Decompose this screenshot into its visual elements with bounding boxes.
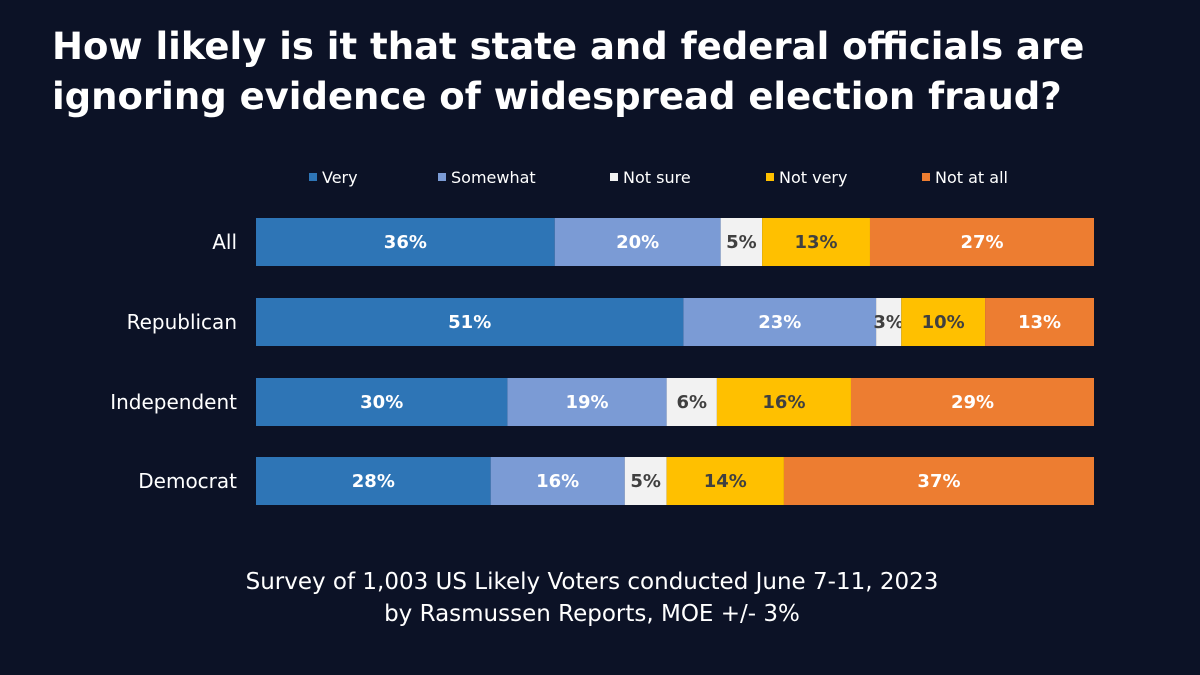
legend-label: Not very xyxy=(779,167,848,187)
bar-segment xyxy=(256,298,684,346)
footnote-line-1: Survey of 1,003 US Likely Voters conduct… xyxy=(245,569,939,595)
legend-swatch xyxy=(309,173,317,181)
legend-label: Not sure xyxy=(623,167,691,187)
data-label: 3% xyxy=(873,312,904,333)
footnote-line-2: by Rasmussen Reports, MOE +/- 3% xyxy=(384,601,800,627)
bar-segment xyxy=(985,298,1094,346)
bar-segment xyxy=(716,378,851,426)
data-label: 5% xyxy=(726,232,757,253)
bar-segment xyxy=(720,218,763,266)
bar-segment xyxy=(256,378,508,426)
bar-segment xyxy=(666,457,784,505)
legend-item-not-very: Not very xyxy=(766,166,847,188)
category-label: Democrat xyxy=(138,469,237,493)
data-label: 14% xyxy=(704,471,747,492)
chart-legend: Very Somewhat Not sure Not very Not at all xyxy=(0,166,1200,188)
legend-item-not-sure: Not sure xyxy=(610,166,691,188)
data-label: 28% xyxy=(352,471,395,492)
category-label: Republican xyxy=(127,310,237,334)
stacked-bar-chart: All 36% 20% 5% 13% 27% Republican 51% 23% 3% 10% 13… xyxy=(110,218,1094,505)
data-label: 37% xyxy=(917,471,960,492)
data-label: 20% xyxy=(616,232,659,253)
bar-segment xyxy=(850,378,1094,426)
bar-segment xyxy=(869,218,1094,266)
legend-item-somewhat: Somewhat xyxy=(438,166,536,188)
footnote: Survey of 1,003 US Likely Voters conduct… xyxy=(0,566,1184,630)
bar-segment xyxy=(876,298,902,346)
bar-segment xyxy=(490,457,625,505)
bar-segment xyxy=(507,378,667,426)
data-label: 16% xyxy=(762,392,805,413)
data-label: 10% xyxy=(922,312,965,333)
data-label: 51% xyxy=(448,312,491,333)
data-label: 29% xyxy=(951,392,994,413)
data-label: 23% xyxy=(758,312,801,333)
legend-swatch xyxy=(766,173,774,181)
bar-segment xyxy=(901,298,986,346)
legend-item-very: Very xyxy=(309,166,358,188)
legend-swatch xyxy=(610,173,618,181)
category-label: All xyxy=(212,230,237,254)
legend-item-not-at-all: Not at all xyxy=(922,166,1008,188)
legend-swatch xyxy=(438,173,446,181)
bar-segment xyxy=(554,218,721,266)
bar-segment xyxy=(256,457,491,505)
bar-segment xyxy=(762,218,870,266)
data-label: 5% xyxy=(630,471,661,492)
data-label: 36% xyxy=(384,232,427,253)
data-label: 30% xyxy=(360,392,403,413)
legend-label: Very xyxy=(322,167,358,187)
legend-label: Not at all xyxy=(935,167,1008,187)
data-label: 13% xyxy=(1018,312,1061,333)
bar-segment xyxy=(624,457,667,505)
data-label: 19% xyxy=(565,392,608,413)
bar-segment xyxy=(666,378,717,426)
bar-segment xyxy=(783,457,1094,505)
bar-segment xyxy=(683,298,877,346)
legend-swatch xyxy=(922,173,930,181)
legend-label: Somewhat xyxy=(451,167,536,187)
data-label: 16% xyxy=(536,471,579,492)
data-label: 13% xyxy=(795,232,838,253)
data-label: 27% xyxy=(960,232,1003,253)
chart-title: How likely is it that state and federal … xyxy=(52,25,1085,118)
category-label: Independent xyxy=(110,390,237,414)
data-label: 6% xyxy=(676,392,707,413)
bar-segment xyxy=(256,218,555,266)
